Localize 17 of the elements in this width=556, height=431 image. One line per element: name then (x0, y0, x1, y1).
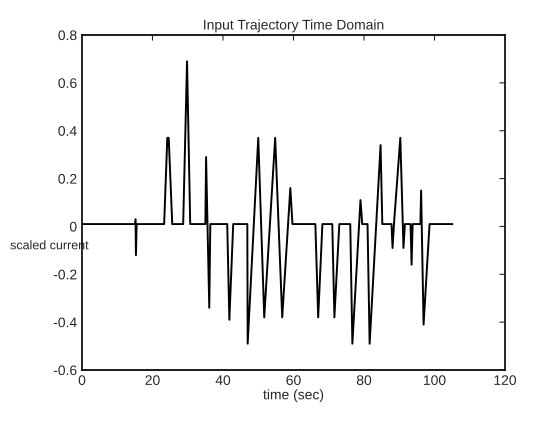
x-tick-label: 0 (78, 375, 86, 386)
y-tick-label: -0.2 (54, 270, 76, 280)
y-tick-label: 0.4 (58, 126, 77, 136)
y-tick-label: 0.6 (58, 78, 77, 88)
x-tick-label: 60 (286, 375, 301, 386)
x-tick-label: 20 (145, 375, 160, 386)
x-tick-label: 80 (356, 375, 372, 386)
y-tick-label: 0.8 (58, 30, 77, 40)
x-tick-label: 40 (216, 375, 230, 386)
y-tick-label: 0 (70, 222, 77, 232)
y-tick-label: 0.2 (58, 174, 76, 184)
x-tick-label: 100 (424, 375, 446, 386)
x-axis-title: time (sec) (263, 389, 324, 402)
chart-title: Input Trajectory Time Domain (204, 19, 384, 32)
y-tick-label: -0.4 (54, 317, 77, 328)
x-tick-label: 120 (494, 375, 516, 386)
y-tick-label: -0.6 (54, 365, 77, 376)
